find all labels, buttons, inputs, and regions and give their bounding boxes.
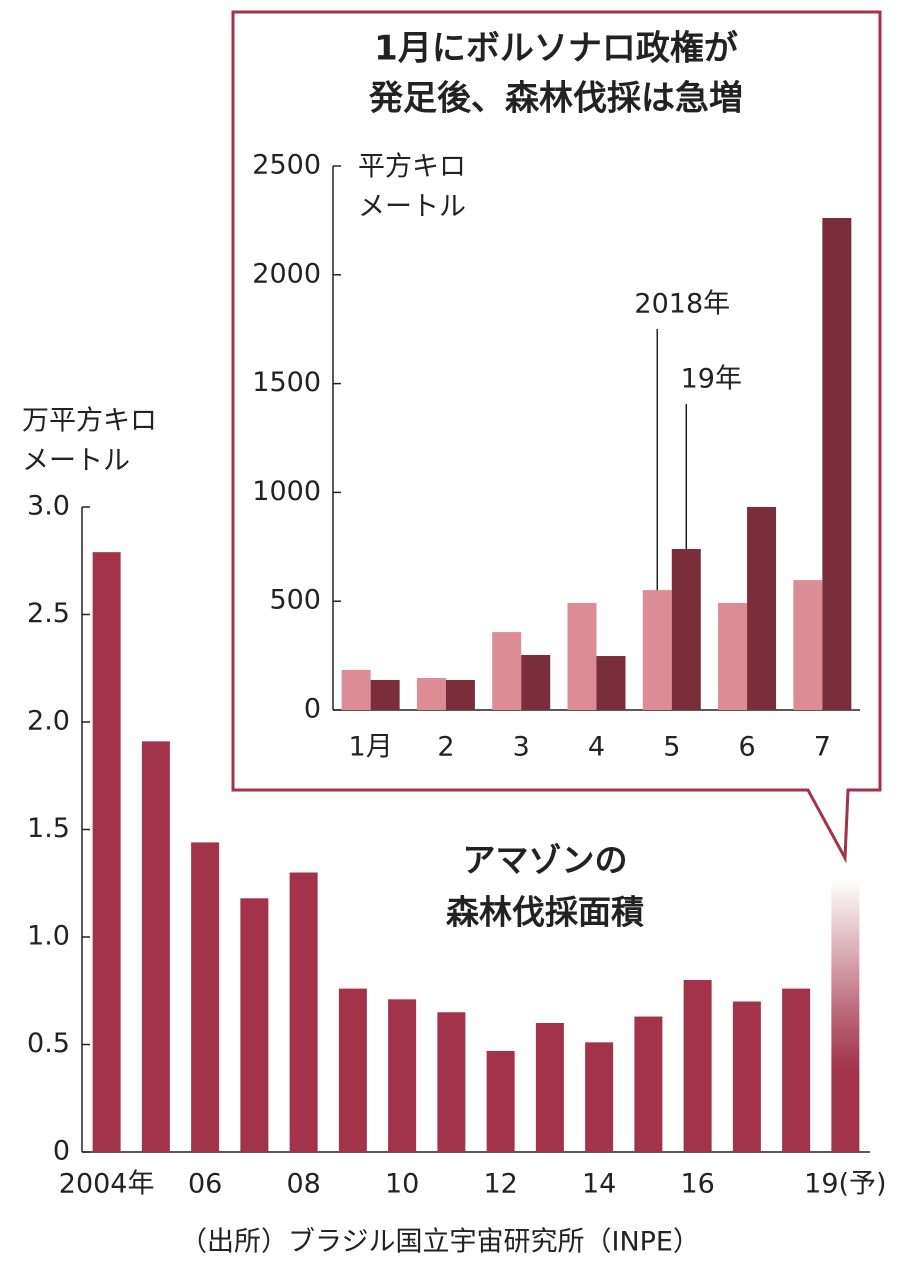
x-tick-label: 14 xyxy=(582,1169,616,1200)
bar xyxy=(240,898,269,1152)
bar xyxy=(831,878,860,1152)
y-tick-label: 2500 xyxy=(252,150,321,181)
x-tick-label: 2 xyxy=(437,732,454,763)
bar xyxy=(732,1001,761,1152)
bar xyxy=(793,580,823,710)
y-axis-label: 平方キロ xyxy=(358,152,466,183)
x-tick-label: 12 xyxy=(483,1169,517,1200)
y-tick-label: 0 xyxy=(304,694,321,725)
bar xyxy=(822,218,852,710)
y-tick-label: 500 xyxy=(269,585,321,616)
y-tick-label: 1.5 xyxy=(27,813,70,844)
bar xyxy=(445,679,475,710)
bar xyxy=(683,980,712,1152)
x-tick-label: 08 xyxy=(286,1169,320,1200)
y-tick-label: 0 xyxy=(53,1136,70,1167)
legend-label: 2018年 xyxy=(634,289,730,320)
x-tick-label: 1月 xyxy=(349,732,393,763)
y-axis-label: 万平方キロ xyxy=(22,406,157,437)
y-axis-label: メートル xyxy=(358,192,466,223)
y-tick-label: 0.5 xyxy=(27,1028,70,1059)
x-tick-label: 6 xyxy=(738,732,755,763)
inset-frame xyxy=(231,10,882,864)
bar xyxy=(535,1023,564,1152)
bar xyxy=(338,988,367,1152)
x-tick-label: 06 xyxy=(188,1169,222,1200)
bar xyxy=(642,590,672,710)
bar xyxy=(341,669,371,710)
x-tick-label: 2004年 xyxy=(59,1169,155,1200)
bar xyxy=(388,999,417,1152)
legend-label: 19年 xyxy=(681,364,742,395)
bar xyxy=(437,1012,466,1152)
bar xyxy=(782,988,811,1152)
annotation: アマゾンの xyxy=(463,841,628,880)
x-tick-label: 7 xyxy=(814,732,831,763)
bar xyxy=(747,506,777,710)
x-tick-label: 3 xyxy=(513,732,530,763)
bar xyxy=(416,678,446,710)
bar xyxy=(567,602,597,710)
y-axis-label: メートル xyxy=(22,446,130,477)
bar xyxy=(141,741,170,1152)
x-tick-label: 5 xyxy=(663,732,680,763)
y-tick-label: 1000 xyxy=(252,476,321,507)
inset-title: 1月にボルソナロ政権が xyxy=(374,29,738,69)
bar xyxy=(92,552,121,1152)
bar xyxy=(492,632,522,710)
bar xyxy=(671,548,701,710)
x-tick-label: 4 xyxy=(588,732,605,763)
inset-title: 発足後、森林伐採は急増 xyxy=(369,79,743,119)
y-tick-label: 2.0 xyxy=(27,706,70,737)
bar xyxy=(486,1050,515,1152)
bar xyxy=(370,679,400,710)
annotation: 森林伐採面積 xyxy=(446,893,644,932)
y-tick-label: 2000 xyxy=(252,258,321,289)
bar xyxy=(634,1016,663,1152)
bar xyxy=(596,656,626,710)
bar xyxy=(585,1042,614,1152)
bar xyxy=(191,842,220,1152)
bar xyxy=(521,654,551,710)
x-tick-label: 16 xyxy=(680,1169,714,1200)
x-tick-label: 19(予) xyxy=(804,1169,886,1200)
x-tick-label: 10 xyxy=(385,1169,419,1200)
bar xyxy=(289,872,318,1152)
y-tick-label: 1.0 xyxy=(27,921,70,952)
y-tick-label: 1500 xyxy=(252,367,321,398)
y-tick-label: 3.0 xyxy=(27,491,70,522)
y-tick-label: 2.5 xyxy=(27,598,70,629)
bar xyxy=(718,602,748,710)
source: （出所）ブラジル国立宇宙研究所（INPE） xyxy=(180,1227,700,1258)
